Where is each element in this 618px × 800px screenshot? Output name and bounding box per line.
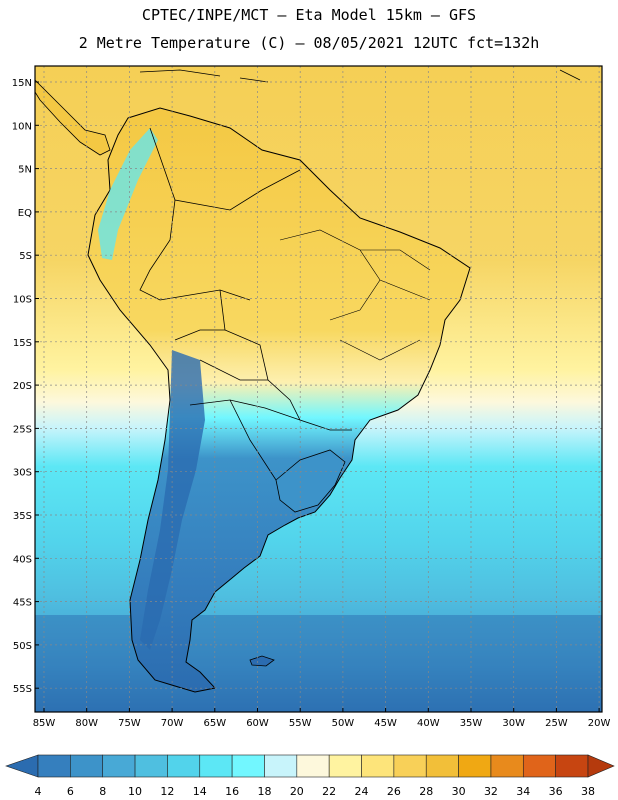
- lon-tick-label: 80W: [75, 718, 98, 729]
- lon-tick-label: 65W: [203, 718, 226, 729]
- lat-tick-label: 5N: [18, 165, 32, 176]
- colorbar-label: 6: [67, 785, 74, 798]
- lat-tick-label: 15S: [13, 338, 32, 349]
- lat-tick-label: 10S: [13, 295, 32, 306]
- south-america-landmass: [87, 107, 471, 693]
- lat-tick-label: 50S: [13, 641, 32, 652]
- colorbar: 4 6 8 10 12 14 16 18 20 22 24 26 28 30 32 34 36 38: [5, 754, 615, 798]
- lon-tick-label: 75W: [118, 718, 141, 729]
- central-america: [35, 79, 111, 156]
- colorbar-swatch: [199, 754, 233, 778]
- southern-andes-cold: [140, 350, 205, 650]
- colorbar-label: 4: [35, 785, 42, 798]
- lon-tick-label: 40W: [417, 718, 440, 729]
- colorbar-swatch: [167, 754, 201, 778]
- andes-cold-strip: [98, 128, 158, 260]
- colorbar-swatch: [425, 754, 459, 778]
- colorbar-label: 24: [355, 785, 369, 798]
- colorbar-swatch: [328, 754, 362, 778]
- longitude-labels: 85W 80W 75W 70W 65W 60W 55W 50W 45W 40W 35W 30W 25W 2…: [33, 708, 611, 729]
- lat-tick-label: 30S: [13, 468, 32, 479]
- north-border-1: [149, 127, 301, 211]
- lat-tick-label: 20S: [13, 381, 32, 392]
- falklands: [249, 655, 275, 667]
- uruguay-cold-region: [275, 449, 346, 513]
- colorbar-swatch: [37, 754, 71, 778]
- colorbar-label: 14: [193, 785, 207, 798]
- lat-tick-label: 15N: [12, 78, 32, 89]
- colorbar-min-arrow: [5, 754, 39, 778]
- lat-tick-label: 55S: [13, 684, 32, 695]
- lon-tick-label: 20W: [588, 718, 611, 729]
- colorbar-swatch: [296, 754, 330, 778]
- map-frame: [34, 65, 603, 713]
- lon-tick-label: 60W: [246, 718, 269, 729]
- colorbar-label: 36: [549, 785, 563, 798]
- lon-tick-label: 70W: [161, 718, 184, 729]
- lon-tick-label: 55W: [289, 718, 312, 729]
- colorbar-swatch: [490, 754, 524, 778]
- colorbar-swatch: [522, 754, 556, 778]
- southern-ocean-band: [35, 615, 602, 712]
- lon-tick-label: 45W: [374, 718, 397, 729]
- lat-tick-label: 40S: [13, 554, 32, 565]
- colorbar-swatch: [361, 754, 395, 778]
- colorbar-swatch: [264, 754, 298, 778]
- colorbar-max-arrow: [587, 754, 615, 778]
- colorbar-swatch: [102, 754, 136, 778]
- map-subtitle: 2 Metre Temperature (C) – 08/05/2021 12U…: [78, 34, 540, 52]
- bolivia-border: [174, 329, 268, 381]
- caribbean-islands: [139, 69, 581, 83]
- colorbar-swatch: [393, 754, 427, 778]
- lat-tick-label: 45S: [13, 598, 32, 609]
- colorbar-label: 20: [290, 785, 304, 798]
- colorbar-swatch: [555, 754, 589, 778]
- colorbar-label: 12: [160, 785, 174, 798]
- colorbar-swatch: [70, 754, 104, 778]
- lon-tick-label: 35W: [460, 718, 483, 729]
- colorbar-label: 18: [257, 785, 271, 798]
- lat-tick-label: 5S: [19, 251, 32, 262]
- colorbar-label: 22: [322, 785, 336, 798]
- colorbar-label: 8: [99, 785, 106, 798]
- map-title: CPTEC/INPE/MCT – Eta Model 15km – GFS: [141, 6, 477, 24]
- map-area: [35, 66, 602, 712]
- colorbar-swatch: [231, 754, 265, 778]
- lat-tick-label: EQ: [18, 208, 32, 219]
- colorbar-label: 34: [516, 785, 530, 798]
- colorbar-label: 10: [128, 785, 142, 798]
- brazil-state-lines: [279, 229, 431, 361]
- latitude-labels: 15N 10N 5N EQ 5S 10S 15S 20S 25S 30S 35S 40S 45S 50S 5…: [12, 78, 39, 695]
- lat-tick-label: 35S: [13, 511, 32, 522]
- lon-tick-label: 85W: [33, 718, 56, 729]
- argentina-border: [189, 399, 301, 481]
- colorbar-label: 32: [484, 785, 498, 798]
- colorbar-label: 30: [452, 785, 466, 798]
- colorbar-label: 28: [419, 785, 433, 798]
- lon-tick-label: 25W: [545, 718, 568, 729]
- colorbar-label: 16: [225, 785, 239, 798]
- lat-tick-label: 10N: [12, 121, 32, 132]
- lon-tick-label: 30W: [502, 718, 525, 729]
- colorbar-label: 26: [387, 785, 401, 798]
- colorbar-label: 38: [581, 785, 595, 798]
- lon-tick-label: 50W: [332, 718, 355, 729]
- lat-tick-label: 25S: [13, 424, 32, 435]
- colorbar-swatch: [134, 754, 168, 778]
- colorbar-swatch: [458, 754, 492, 778]
